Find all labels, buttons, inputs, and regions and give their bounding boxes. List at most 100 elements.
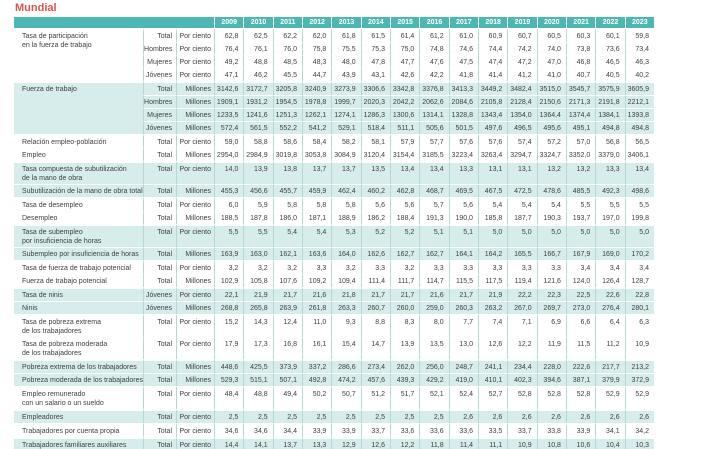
table-row: Tasa compuesta de subutilización de la m… [14,161,654,184]
value-cell: 2,6 [477,409,508,423]
value-cell: 47,7 [389,55,420,68]
table-row: Empleo Total Millones 2954,0 2984,9 3019,8 305… [14,148,654,161]
value-cell: 267,0 [507,301,537,314]
value-cell: 47,8 [360,55,390,68]
value-cell: 52,8 [565,386,596,409]
year-header: 2015 [389,17,420,28]
unit-cell: Por ciento [176,287,215,301]
indicator-label: Desempleo [14,211,144,224]
value-cell: 3273,9 [331,81,361,95]
indicator-label: Tasa de participación en la fuerza de tr… [14,28,144,81]
value-cell: 1262,1 [302,108,332,121]
value-cell: 1251,3 [272,108,302,121]
value-cell: 5,0 [624,224,654,247]
value-cell: 2042,2 [389,95,420,108]
value-cell: 3,2 [389,260,420,274]
value-cell: 5,8 [302,197,332,211]
value-cell: 2,6 [448,409,478,423]
value-cell: 105,8 [243,274,273,287]
value-cell: 13,1 [507,161,537,184]
value-cell: 61,2 [419,28,449,42]
value-cell: 190,0 [448,211,478,224]
value-cell: 5,0 [565,224,596,247]
value-cell: 263,3 [331,301,361,314]
value-cell: 2191,8 [595,95,625,108]
value-cell: 45,5 [272,68,302,81]
unit-cell: Millones [176,211,215,224]
value-cell: 561,5 [243,121,273,134]
table-row: Desempleo Total Millones 188,5 187,8 186,0 187… [14,211,654,224]
value-cell: 10,6 [565,437,596,449]
value-cell: 265,8 [243,301,273,314]
value-cell: 498,6 [624,184,654,197]
value-cell: 1274,1 [331,108,361,121]
value-cell: 21,6 [302,287,332,301]
unit-cell: Por ciento [176,55,215,68]
value-cell: 529,3 [214,373,244,386]
value-cell: 56,5 [624,134,654,148]
value-cell: 56,8 [595,134,625,148]
value-cell: 2,6 [507,409,537,423]
value-cell: 22,8 [624,287,654,301]
value-cell: 494,8 [595,121,625,134]
value-cell: 48,0 [331,55,361,68]
indicator-label: Pobreza moderada de los trabajadores [14,373,143,386]
value-cell: 3,3 [536,260,566,274]
value-cell: 33,9 [331,423,361,437]
value-cell: 1354,0 [507,108,537,121]
group-cell: Total [143,81,177,95]
value-cell: 495,1 [565,121,596,134]
value-cell: 505,6 [419,121,449,134]
value-cell: 13,9 [243,161,273,184]
value-cell: 33,8 [536,423,566,437]
value-cell: 495,6 [536,121,566,134]
group-cell: Total [143,134,177,148]
value-cell: 5,4 [272,224,302,247]
value-cell: 124,0 [565,274,596,287]
value-cell: 2084,6 [448,95,478,108]
year-header: 2010 [243,17,273,28]
value-cell: 5,1 [419,224,449,247]
value-cell: 3406,1 [624,148,654,161]
value-cell: 256,0 [419,359,449,373]
value-cell: 40,2 [624,68,654,81]
value-cell: 61,8 [331,28,361,42]
unit-cell: Por ciento [176,314,215,337]
value-cell: 163,6 [302,247,332,260]
value-cell: 34,4 [272,423,302,437]
value-cell: 1328,8 [448,108,478,121]
value-cell: 74,2 [507,42,537,55]
value-cell: 21,8 [331,287,361,301]
value-cell: 6,3 [624,314,654,337]
value-cell: 13,7 [272,437,302,449]
value-cell: 11,9 [536,337,566,359]
value-cell: 5,4 [477,197,508,211]
value-cell: 3,3 [507,260,537,274]
value-cell: 457,6 [360,373,390,386]
unit-cell: Por ciento [176,337,215,359]
table-row: Tasa de fuerza de trabajo potencial Total… [14,260,654,274]
value-cell: 41,8 [448,68,478,81]
group-cell: Total [143,373,177,386]
indicator-label: Trabajadores familiares auxiliares [14,437,144,449]
value-cell: 49,4 [272,386,302,409]
value-cell: 3,3 [448,260,478,274]
value-cell: 552,2 [272,121,302,134]
table-row: Ninis Jóvenes Millones 268,8 265,8 263,9 261,8… [14,301,654,314]
value-cell: 2062,6 [419,95,449,108]
value-cell: 21,9 [477,287,508,301]
value-cell: 46,5 [595,55,625,68]
unit-cell: Por ciento [176,28,215,42]
unit-cell: Millones [176,301,215,314]
table-row: Trabajadores por cuenta propia Total Por c… [14,423,654,437]
value-cell: 42,6 [389,68,420,81]
value-cell: 3324,7 [536,148,566,161]
group-cell: Total [143,197,177,211]
value-cell: 260,3 [448,301,478,314]
value-cell: 286,6 [331,359,361,373]
group-cell: Total [143,359,177,373]
value-cell: 191,3 [419,211,449,224]
value-cell: 128,7 [624,274,654,287]
value-cell: 11,1 [477,437,508,449]
value-cell: 439,3 [389,373,420,386]
